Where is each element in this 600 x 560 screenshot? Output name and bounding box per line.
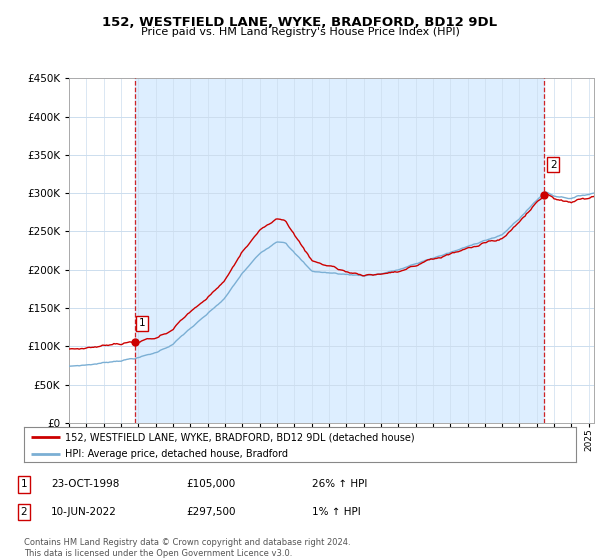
Text: Contains HM Land Registry data © Crown copyright and database right 2024.
This d: Contains HM Land Registry data © Crown c… [24,538,350,558]
Text: 1% ↑ HPI: 1% ↑ HPI [312,507,361,517]
Text: 1: 1 [20,479,28,489]
Text: 152, WESTFIELD LANE, WYKE, BRADFORD, BD12 9DL (detached house): 152, WESTFIELD LANE, WYKE, BRADFORD, BD1… [65,432,415,442]
Text: £105,000: £105,000 [186,479,235,489]
Text: 23-OCT-1998: 23-OCT-1998 [51,479,119,489]
Text: 2: 2 [550,160,556,170]
Bar [135,78,544,423]
Text: 2: 2 [20,507,28,517]
Text: 152, WESTFIELD LANE, WYKE, BRADFORD, BD12 9DL: 152, WESTFIELD LANE, WYKE, BRADFORD, BD1… [103,16,497,29]
Text: £297,500: £297,500 [186,507,235,517]
Text: 10-JUN-2022: 10-JUN-2022 [51,507,117,517]
Text: 26% ↑ HPI: 26% ↑ HPI [312,479,367,489]
Text: HPI: Average price, detached house, Bradford: HPI: Average price, detached house, Brad… [65,449,289,459]
Text: 1: 1 [139,318,145,328]
Text: Price paid vs. HM Land Registry's House Price Index (HPI): Price paid vs. HM Land Registry's House … [140,27,460,37]
